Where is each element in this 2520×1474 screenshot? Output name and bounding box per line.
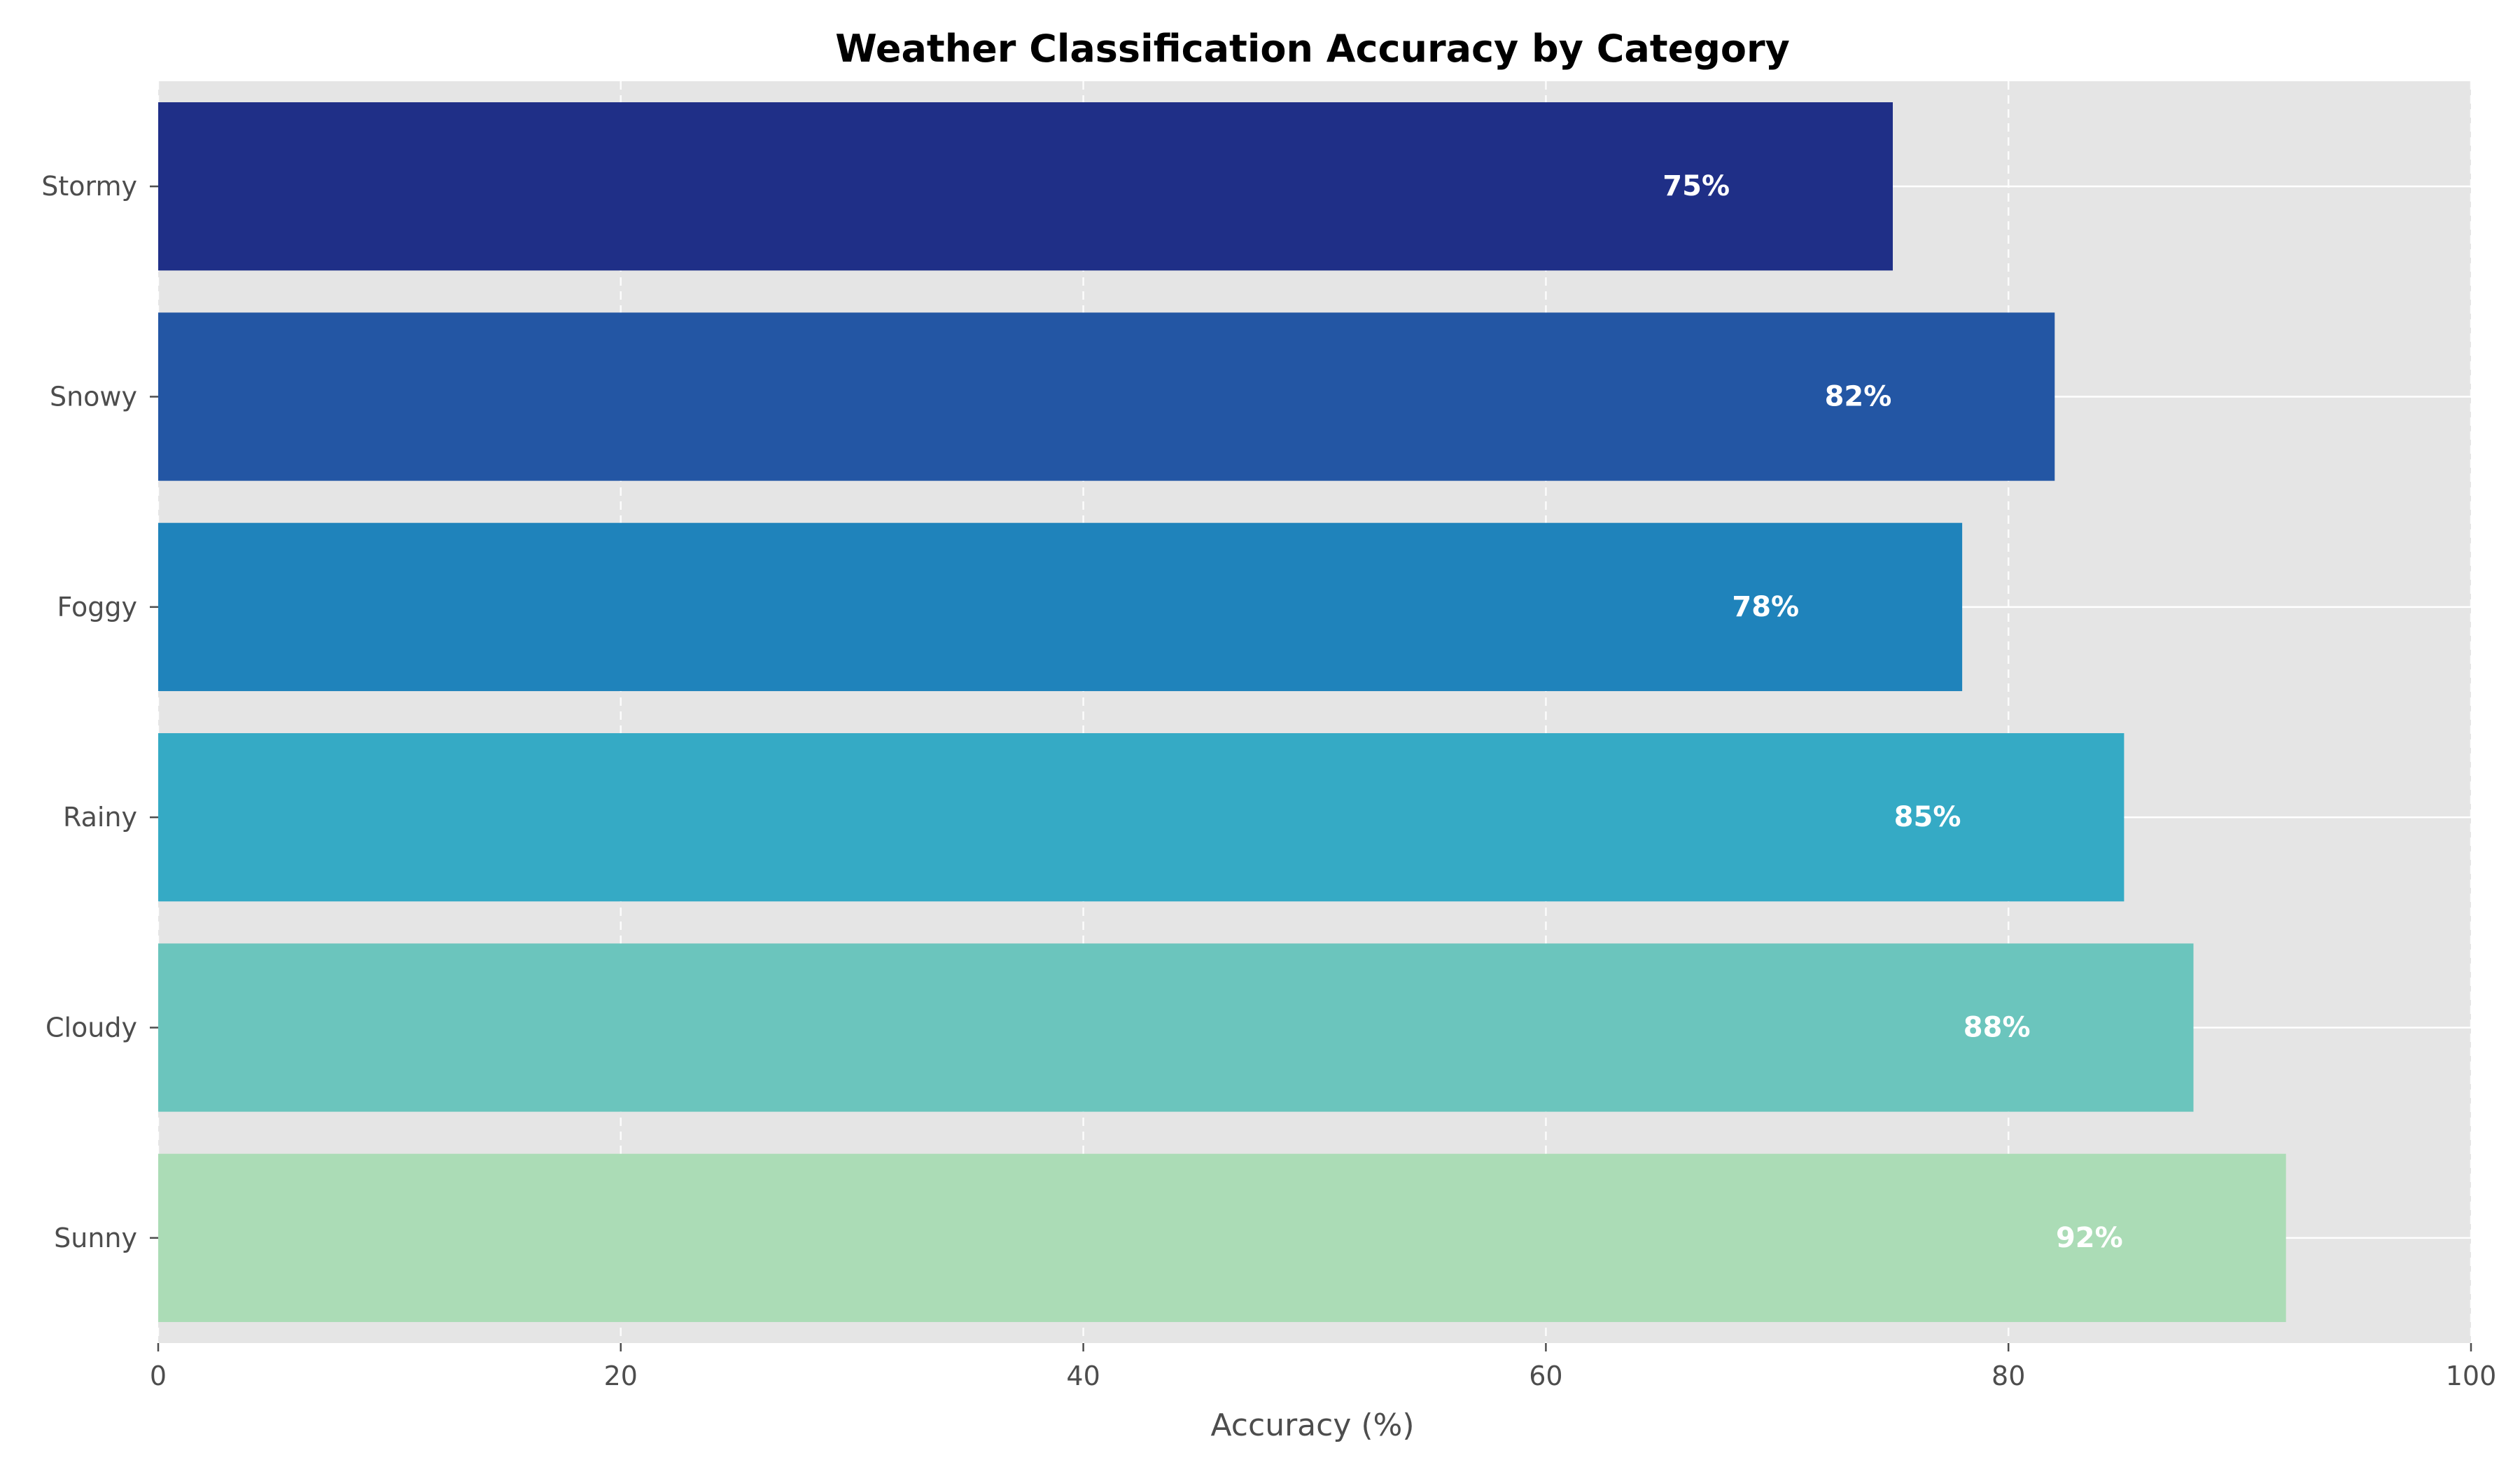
x-axis-label: Accuracy (%)	[1210, 1407, 1414, 1443]
x-tick-label: 60	[1529, 1361, 1562, 1391]
bar-foggy	[158, 522, 1963, 691]
data-label-sunny: 92%	[2056, 1222, 2123, 1254]
plot-area	[158, 81, 2471, 1343]
x-tick-label: 100	[2446, 1361, 2497, 1391]
bar-stormy	[158, 102, 1893, 271]
data-labels-layer: 92% 88% 85% 78% 82% 75%	[1662, 170, 2122, 1254]
data-label-foggy: 78%	[1732, 591, 1799, 623]
y-tick-label-sunny: Sunny	[54, 1223, 137, 1253]
y-tick-label-cloudy: Cloudy	[46, 1013, 137, 1043]
y-tick-label-snowy: Snowy	[50, 382, 137, 412]
y-tick-label-foggy: Foggy	[57, 592, 137, 623]
y-axis: Sunny Cloudy Rainy Foggy Snowy Stormy	[41, 171, 158, 1253]
data-label-stormy: 75%	[1662, 170, 1730, 202]
chart-title: Weather Classification Accuracy by Categ…	[835, 27, 1790, 71]
x-tick-label: 0	[150, 1361, 167, 1391]
bar-rainy	[158, 733, 2124, 902]
data-label-rainy: 85%	[1894, 801, 1961, 833]
data-label-snowy: 82%	[1825, 381, 1892, 413]
bar-cloudy	[158, 943, 2194, 1112]
bars-layer	[158, 102, 2286, 1322]
x-tick-label: 20	[604, 1361, 638, 1391]
x-tick-label: 40	[1066, 1361, 1100, 1391]
bar-snowy	[158, 312, 2055, 481]
y-tick-label-rainy: Rainy	[63, 802, 137, 833]
y-tick-label-stormy: Stormy	[41, 171, 137, 202]
bar-sunny	[158, 1153, 2286, 1322]
data-label-cloudy: 88%	[1963, 1012, 2031, 1044]
x-axis: 0 20 40 60 80 100	[150, 1343, 2496, 1391]
x-tick-label: 80	[1991, 1361, 2025, 1391]
